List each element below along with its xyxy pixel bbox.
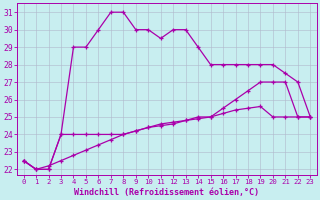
X-axis label: Windchill (Refroidissement éolien,°C): Windchill (Refroidissement éolien,°C) [75, 188, 260, 197]
